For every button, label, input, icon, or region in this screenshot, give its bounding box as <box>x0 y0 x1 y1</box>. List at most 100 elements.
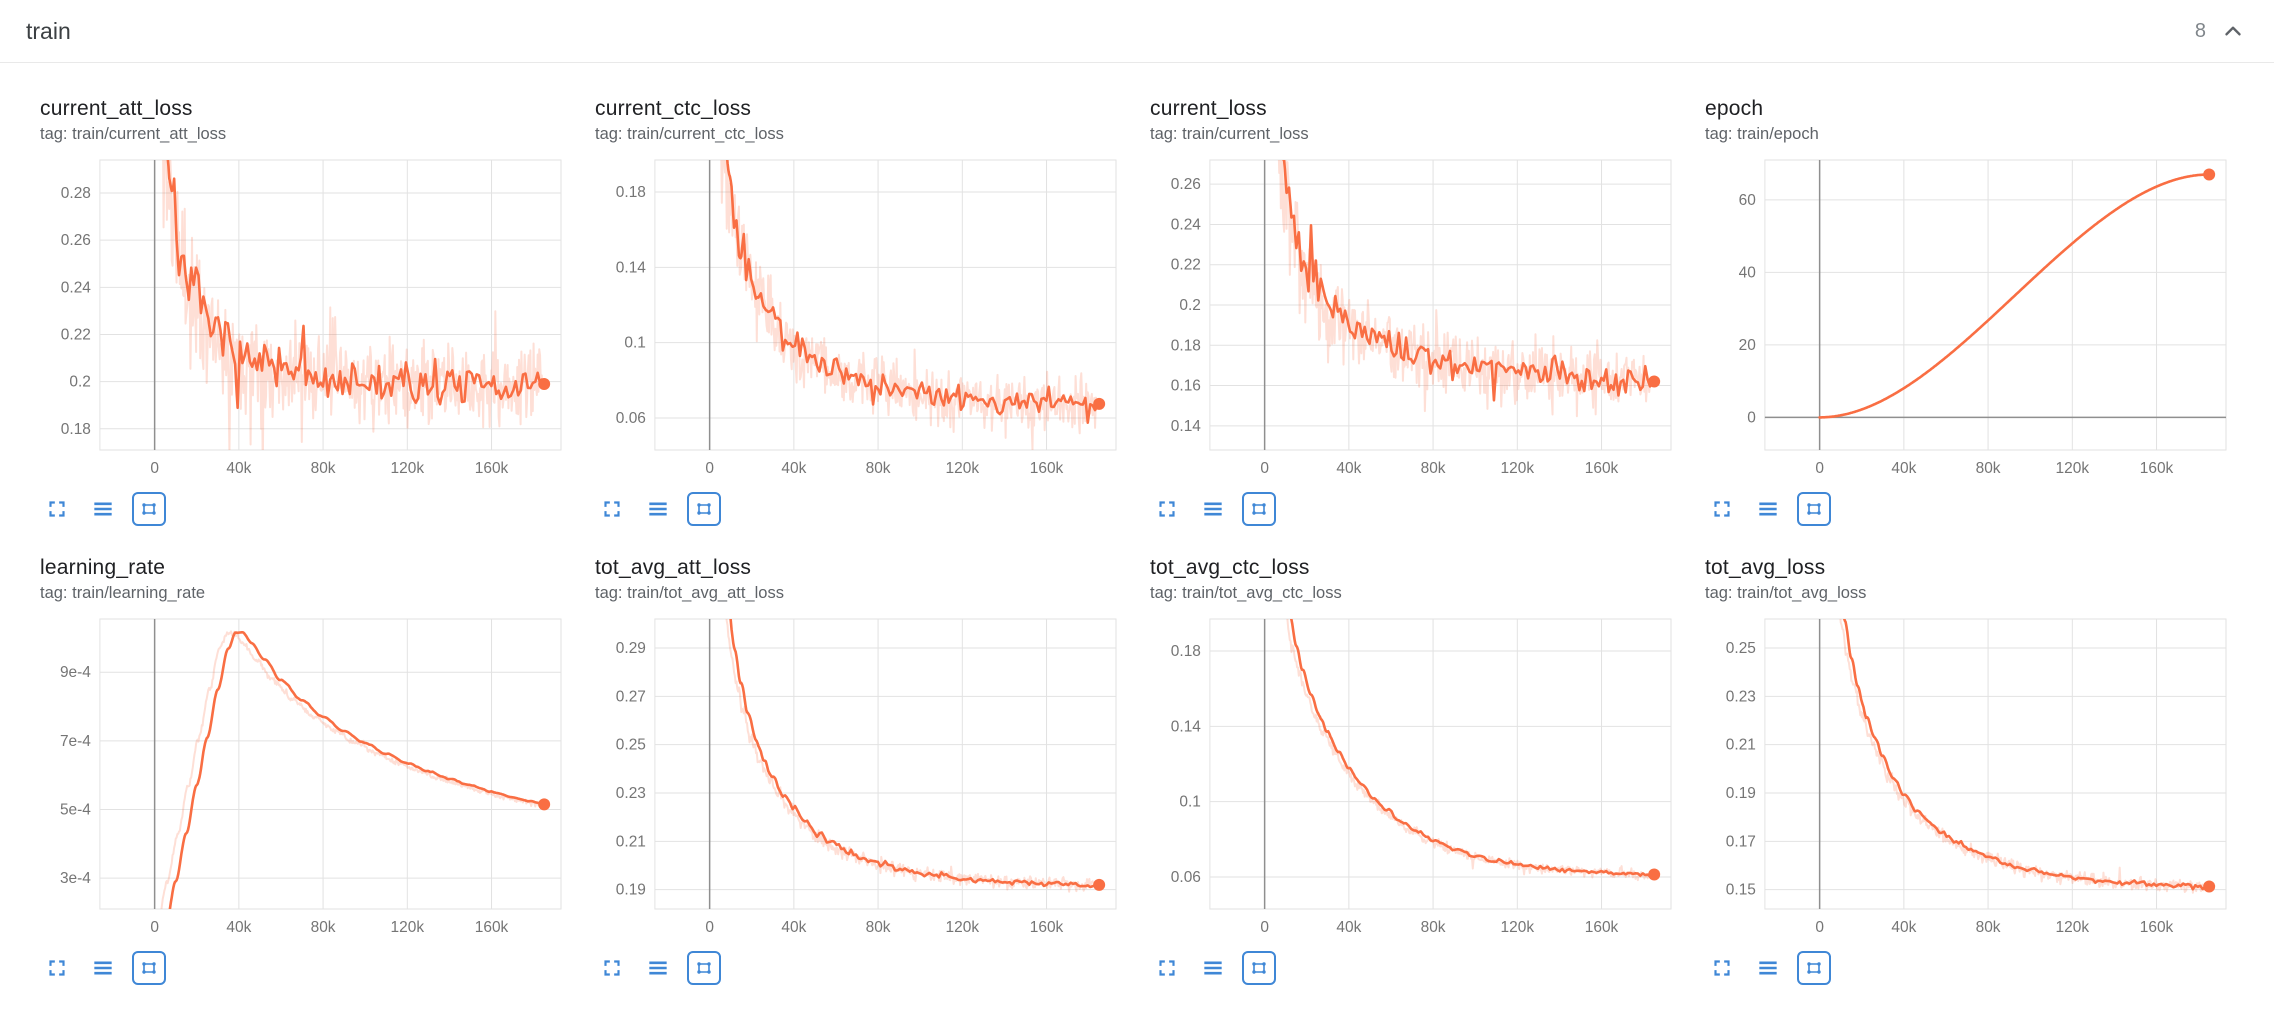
line-chart-tot-avg-ctc-loss[interactable]: 0 40k 80k 120k 160k 0.06 0.1 0.14 0.18 <box>1150 613 1679 943</box>
line-chart-learning-rate[interactable]: 0 40k 80k 120k 160k 3e-4 5e-4 7e-4 9e-4 <box>40 613 569 943</box>
svg-text:5e-4: 5e-4 <box>60 801 91 818</box>
svg-text:80k: 80k <box>1976 919 2001 936</box>
svg-text:0.29: 0.29 <box>616 640 646 657</box>
svg-text:0.14: 0.14 <box>616 259 646 276</box>
fullscreen-icon[interactable] <box>40 492 74 526</box>
run-group-header: train 8 <box>0 0 2274 63</box>
svg-text:40k: 40k <box>226 919 251 936</box>
chart-card-learning-rate: learning_rate tag: train/learning_rate 0… <box>40 556 569 985</box>
line-chart-tot-avg-att-loss[interactable]: 0 40k 80k 120k 160k 0.19 0.21 0.23 0.25 0.27 0.29 <box>595 613 1124 943</box>
chart-title: epoch <box>1705 97 1764 120</box>
svg-text:0.06: 0.06 <box>1171 869 1201 886</box>
chart-toolbar <box>40 951 569 985</box>
svg-text:0.21: 0.21 <box>1726 737 1756 754</box>
runs-list-icon[interactable] <box>1196 951 1230 985</box>
fullscreen-icon[interactable] <box>1150 492 1184 526</box>
chart-title: learning_rate <box>40 556 166 579</box>
line-chart-epoch[interactable]: 0 40k 80k 120k 160k 0 20 40 60 <box>1705 154 2234 484</box>
runs-list-icon[interactable] <box>641 492 675 526</box>
svg-text:60: 60 <box>1739 192 1756 209</box>
fit-data-icon[interactable] <box>1242 951 1276 985</box>
fullscreen-icon[interactable] <box>1150 951 1184 985</box>
runs-list-icon[interactable] <box>86 951 120 985</box>
chart-tag: tag: train/tot_avg_ctc_loss <box>1150 584 1342 602</box>
chart-toolbar <box>1150 951 1679 985</box>
svg-text:120k: 120k <box>946 919 980 936</box>
chart-card-tot-avg-att-loss: tot_avg_att_loss tag: train/tot_avg_att_… <box>595 556 1124 985</box>
chart-title: tot_avg_att_loss <box>595 556 752 579</box>
chart-card-tot-avg-loss: tot_avg_loss tag: train/tot_avg_loss 0 40… <box>1705 556 2234 985</box>
runs-list-icon[interactable] <box>641 951 675 985</box>
fullscreen-icon[interactable] <box>595 951 629 985</box>
svg-text:0.1: 0.1 <box>624 335 645 352</box>
line-chart-current-att-loss[interactable]: 0 40k 80k 120k 160k 0.18 0.2 0.22 0.24 0.26 0.28 <box>40 154 569 484</box>
svg-text:20: 20 <box>1739 337 1756 354</box>
chart-title: current_ctc_loss <box>595 97 752 120</box>
svg-text:40k: 40k <box>226 460 251 477</box>
chart-count-badge: 8 <box>2194 19 2206 42</box>
svg-text:0.16: 0.16 <box>1171 378 1201 395</box>
chart-toolbar <box>595 492 1124 526</box>
svg-text:0.22: 0.22 <box>61 326 91 343</box>
chevron-up-icon[interactable] <box>2218 16 2248 46</box>
chart-toolbar <box>595 951 1124 985</box>
svg-text:0: 0 <box>150 460 159 477</box>
svg-text:80k: 80k <box>1421 919 1446 936</box>
svg-text:0.2: 0.2 <box>69 374 90 391</box>
chart-toolbar <box>1150 492 1679 526</box>
runs-list-icon[interactable] <box>1196 492 1230 526</box>
svg-text:9e-4: 9e-4 <box>60 664 91 681</box>
fit-data-icon[interactable] <box>1797 492 1831 526</box>
chart-tag: tag: train/current_ctc_loss <box>595 125 784 143</box>
runs-list-icon[interactable] <box>1751 492 1785 526</box>
chart-tag: tag: train/current_loss <box>1150 125 1309 143</box>
chart-card-current-ctc-loss: current_ctc_loss tag: train/current_ctc_… <box>595 97 1124 526</box>
svg-text:120k: 120k <box>1501 919 1535 936</box>
fullscreen-icon[interactable] <box>40 951 74 985</box>
svg-text:80k: 80k <box>311 460 336 477</box>
svg-text:0.22: 0.22 <box>1171 257 1201 274</box>
chart-toolbar <box>1705 492 2234 526</box>
svg-text:0.24: 0.24 <box>61 279 91 296</box>
svg-text:0.06: 0.06 <box>616 410 646 427</box>
svg-text:0.15: 0.15 <box>1726 882 1756 899</box>
runs-list-icon[interactable] <box>1751 951 1785 985</box>
fit-data-icon[interactable] <box>1797 951 1831 985</box>
svg-text:0.27: 0.27 <box>616 688 646 705</box>
svg-text:0.18: 0.18 <box>616 184 646 201</box>
svg-text:0.18: 0.18 <box>1171 643 1201 660</box>
svg-text:3e-4: 3e-4 <box>60 870 91 887</box>
chart-toolbar <box>40 492 569 526</box>
runs-list-icon[interactable] <box>86 492 120 526</box>
fullscreen-icon[interactable] <box>1705 492 1739 526</box>
svg-text:80k: 80k <box>311 919 336 936</box>
chart-tag: tag: train/learning_rate <box>40 584 206 602</box>
svg-text:120k: 120k <box>2056 460 2090 477</box>
fit-data-icon[interactable] <box>1242 492 1276 526</box>
svg-text:0.23: 0.23 <box>616 785 646 802</box>
svg-text:40k: 40k <box>1891 460 1916 477</box>
fullscreen-icon[interactable] <box>595 492 629 526</box>
svg-text:160k: 160k <box>475 919 509 936</box>
fit-data-icon[interactable] <box>132 951 166 985</box>
fit-data-icon[interactable] <box>132 492 166 526</box>
svg-text:160k: 160k <box>475 460 509 477</box>
svg-text:0.18: 0.18 <box>61 421 91 438</box>
svg-text:160k: 160k <box>2140 460 2174 477</box>
svg-text:0.19: 0.19 <box>616 882 646 899</box>
svg-text:40k: 40k <box>1891 919 1916 936</box>
fit-data-icon[interactable] <box>687 951 721 985</box>
line-chart-current-loss[interactable]: 0 40k 80k 120k 160k 0.14 0.16 0.18 0.2 0.22 0.24 0.… <box>1150 154 1679 484</box>
line-chart-current-ctc-loss[interactable]: 0 40k 80k 120k 160k 0.06 0.1 0.14 0.18 <box>595 154 1124 484</box>
chart-tag: tag: train/current_att_loss <box>40 125 227 143</box>
chart-card-current-loss: current_loss tag: train/current_loss 0 40… <box>1150 97 1679 526</box>
svg-text:120k: 120k <box>391 919 425 936</box>
svg-text:160k: 160k <box>1030 460 1064 477</box>
svg-text:0.14: 0.14 <box>1171 418 1201 435</box>
svg-text:0.26: 0.26 <box>1171 176 1201 193</box>
svg-text:0: 0 <box>705 919 714 936</box>
line-chart-tot-avg-loss[interactable]: 0 40k 80k 120k 160k 0.15 0.17 0.19 0.21 0.23 0.25 <box>1705 613 2234 943</box>
svg-text:80k: 80k <box>1976 460 2001 477</box>
fullscreen-icon[interactable] <box>1705 951 1739 985</box>
fit-data-icon[interactable] <box>687 492 721 526</box>
